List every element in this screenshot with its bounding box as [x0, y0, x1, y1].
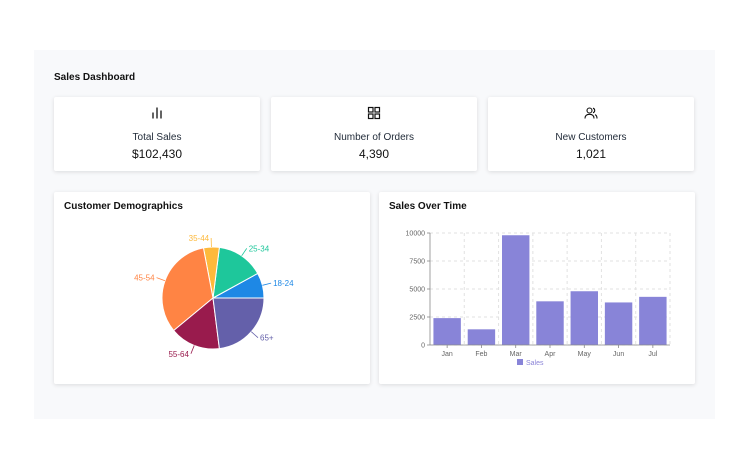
x-tick-label: May: [578, 351, 592, 358]
stat-value: 4,390: [358, 147, 390, 161]
users-icon: [584, 107, 598, 119]
pie-label: 35-44: [189, 234, 210, 243]
y-tick-label: 2500: [409, 315, 425, 322]
stat-card-total-sales: Total Sales $102,430: [54, 97, 260, 171]
demographics-pie-chart: 18-24 25-34 35-44 45-54 55-64 65+: [134, 234, 294, 359]
x-tick-label: Mar: [510, 351, 523, 358]
stat-label: Number of Orders: [333, 132, 415, 143]
y-tick-label: 7500: [409, 259, 425, 266]
pie-label: 25-34: [249, 244, 270, 253]
bar-May: [570, 291, 598, 345]
sales-over-time-card: Sales Over Time 0 2500 5000 7500 10000 Jan Feb…: [379, 192, 695, 384]
pie-slice-25-34: [212, 246, 259, 299]
stat-value: 1,021: [575, 147, 607, 161]
stat-label: New Customers: [555, 132, 627, 143]
legend-label-sales: Sales: [526, 360, 544, 367]
bar-Jul: [639, 296, 667, 345]
pie-label: 55-64: [168, 350, 189, 359]
pie-leader-line: [241, 248, 248, 257]
pie-leader-line: [156, 277, 166, 282]
sales-over-time-title: Sales Over Time: [389, 201, 467, 212]
pie-leader-line: [250, 331, 259, 338]
legend-swatch-sales: [517, 359, 523, 365]
demographics-card: Customer Demographics 18-24 25-34 35-44 45-…: [54, 192, 370, 384]
stat-label: Total Sales: [132, 132, 182, 143]
x-tick-label: Feb: [475, 351, 487, 358]
y-tick-label: 0: [421, 343, 425, 350]
grid-icon: [367, 106, 381, 120]
bar-Mar: [502, 235, 530, 345]
page-title: Sales Dashboard: [54, 72, 136, 83]
y-tick-label: 10000: [406, 231, 426, 238]
sales-bar-chart: 0 2500 5000 7500 10000 Jan Feb Mar Apr May Jun Jul S…: [406, 231, 671, 367]
dashboard-frame: Sales Dashboard Total Sales $102,430 Num…: [34, 50, 715, 419]
stat-card-orders: Number of Orders 4,390: [271, 97, 477, 171]
y-tick-label: 5000: [409, 287, 425, 294]
bar-chart-icon: [152, 107, 162, 119]
pie-label: 45-54: [134, 274, 155, 283]
pie-leader-line: [262, 282, 272, 286]
demographics-title: Customer Demographics: [64, 201, 183, 212]
pie-slice-65+: [212, 297, 265, 350]
x-tick-label: Jan: [441, 351, 452, 358]
x-tick-label: Jul: [648, 351, 657, 358]
pie-label: 18-24: [273, 279, 294, 288]
stat-card-customers: New Customers 1,021: [488, 97, 694, 171]
pie-slice-55-64: [172, 297, 220, 350]
bar-Jun: [604, 302, 633, 345]
x-tick-label: Apr: [545, 351, 557, 358]
bar-Apr: [536, 301, 564, 345]
stat-value: $102,430: [131, 147, 183, 161]
bar-Jan: [433, 318, 461, 345]
pie-leader-line: [190, 345, 195, 354]
x-tick-label: Jun: [613, 351, 624, 358]
pie-label: 65+: [260, 334, 274, 343]
bar-Feb: [467, 329, 496, 345]
